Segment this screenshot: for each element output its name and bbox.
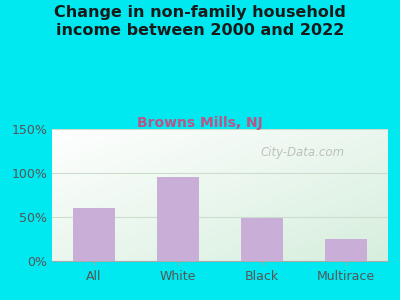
Text: Browns Mills, NJ: Browns Mills, NJ <box>137 116 263 130</box>
Text: Change in non-family household
income between 2000 and 2022: Change in non-family household income be… <box>54 4 346 38</box>
Bar <box>241 218 283 261</box>
Bar <box>325 239 367 261</box>
Text: City-Data.com: City-Data.com <box>260 146 344 159</box>
Bar <box>157 177 199 261</box>
Bar <box>73 208 115 261</box>
